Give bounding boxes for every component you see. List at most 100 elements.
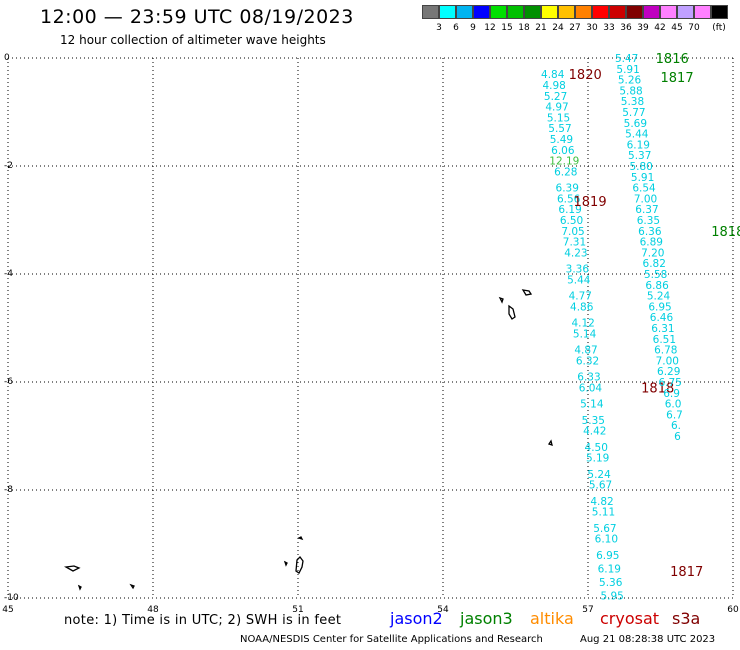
- island-outline: [63, 565, 81, 572]
- wave-height-value: 7.20: [641, 247, 664, 259]
- wave-height-value: 5.27: [544, 91, 567, 103]
- wave-height-value: 6.39: [556, 183, 579, 195]
- scale-swatch: [592, 5, 609, 19]
- scale-tick-label: 42: [654, 23, 666, 33]
- y-tick-label: -6: [4, 377, 13, 387]
- wave-height-value: 6.19: [598, 563, 621, 575]
- pass-time-label: 1818: [641, 381, 674, 396]
- wave-height-value: 6.75: [658, 377, 681, 389]
- wave-height-value: 5.35: [582, 415, 605, 427]
- wave-height-value: 7.31: [563, 237, 586, 249]
- scale-tick-label: 33: [603, 23, 615, 33]
- x-tick-label: 48: [147, 605, 159, 615]
- wave-height-value: 6.86: [645, 280, 669, 292]
- wave-height-value: 5.57: [548, 123, 571, 135]
- wave-height-value: 7.00: [634, 193, 657, 205]
- wave-height-value: 5.24: [647, 291, 671, 303]
- scale-swatch: [643, 5, 660, 19]
- scale-swatch: [439, 5, 456, 19]
- wave-height-value: 6: [674, 431, 681, 443]
- wave-height-value: 5.47: [615, 53, 638, 65]
- scale-tick-label: 12: [484, 23, 496, 33]
- island-outline: [129, 583, 135, 590]
- pass-time-label: 1817: [661, 71, 694, 86]
- satellite-legend-item: jason2: [390, 609, 443, 628]
- pass-time-label: 1818: [711, 225, 740, 240]
- scale-swatch: [541, 5, 558, 19]
- wave-height-value: 5.38: [621, 96, 644, 108]
- wave-height-value: 6.32: [576, 355, 599, 367]
- scale-tick-label: 18: [518, 23, 530, 33]
- wave-height-value: 6.9: [663, 388, 680, 400]
- wave-height-value: 5.77: [622, 107, 645, 119]
- wave-height-value: 4.12: [571, 318, 594, 330]
- wave-height-value: 6.06: [551, 145, 575, 157]
- satellite-legend-item: s3a: [672, 609, 701, 628]
- scale-swatch: [473, 5, 490, 19]
- wave-height-value: 5.67: [593, 523, 616, 535]
- footnote: note: 1) Time is in UTC; 2) SWH is in fe…: [64, 613, 342, 628]
- wave-height-value: 7.05: [561, 226, 584, 238]
- scale-tick-label: 21: [535, 23, 547, 33]
- x-tick-label: 45: [2, 605, 13, 615]
- wave-height-value: 5.36: [599, 577, 623, 589]
- y-tick-label: -2: [4, 161, 13, 171]
- wave-height-value: 6.37: [635, 204, 658, 216]
- wave-height-value: 4.77: [569, 291, 592, 303]
- wave-height-value: 6.04: [579, 382, 603, 394]
- wave-height-value: 6.54: [632, 183, 656, 195]
- wave-height-value: 5.14: [573, 328, 597, 340]
- wave-height-value: 5.80: [629, 161, 652, 173]
- wave-height-value: 4.97: [545, 102, 568, 114]
- scale-unit-label: (ft): [712, 23, 726, 33]
- wave-height-value: 12.19: [549, 156, 579, 168]
- scale-tick-label: 6: [453, 23, 459, 33]
- wave-height-value: 6.36: [638, 226, 662, 238]
- wave-height-value: 6.10: [595, 534, 618, 546]
- island-outline: [498, 296, 504, 304]
- wave-height-value: 5.15: [547, 112, 570, 124]
- y-tick-label: -8: [4, 485, 13, 495]
- pass-time-label: 1820: [569, 68, 602, 83]
- x-tick-label: 51: [292, 605, 303, 615]
- wave-height-value: 6.33: [577, 372, 600, 384]
- wave-height-value: 6.95: [648, 301, 671, 313]
- wave-height-value: 6.: [671, 420, 681, 432]
- y-tick-label: -4: [4, 269, 13, 279]
- wave-height-value: 4.87: [574, 345, 597, 357]
- wave-height-value: 6.50: [560, 215, 583, 227]
- generated-timestamp: Aug 21 08:28:38 UTC 2023: [580, 634, 716, 645]
- scale-swatch: [456, 5, 473, 19]
- scale-tick-label: 30: [586, 23, 598, 33]
- island-outline: [295, 556, 304, 574]
- scale-swatch: [507, 5, 524, 19]
- wave-height-value: 6.31: [651, 323, 674, 335]
- wave-height-value: 6.35: [637, 215, 660, 227]
- scale-tick-label: 15: [501, 23, 513, 33]
- wave-height-value: 5.37: [628, 150, 651, 162]
- wave-height-value: 6.51: [653, 334, 676, 346]
- scale-swatch: [609, 5, 626, 19]
- wave-height-value: 6.46: [650, 312, 674, 324]
- wave-height-value: 4.42: [583, 426, 606, 438]
- credit-line: NOAA/NESDIS Center for Satellite Applica…: [240, 634, 543, 645]
- wave-height-value: 6.89: [640, 237, 663, 249]
- scale-swatch: [490, 5, 507, 19]
- island-outline: [508, 304, 516, 320]
- wave-height-value: 5.49: [550, 134, 573, 146]
- island-outline: [283, 560, 288, 567]
- scale-tick-label: 39: [637, 23, 649, 33]
- wave-height-value: 6.56: [557, 193, 581, 205]
- scale-tick-label: 27: [569, 23, 581, 33]
- wave-height-value: 5.11: [592, 507, 615, 519]
- scale-swatch: [694, 5, 711, 19]
- wave-height-value: 5.67: [589, 480, 612, 492]
- wave-height-value: 5.88: [619, 85, 642, 97]
- wave-height-value: 4.84: [541, 69, 565, 81]
- wave-height-value: 5.44: [625, 129, 649, 141]
- wave-height-value: 4.98: [542, 80, 565, 92]
- pass-time-label: 1819: [574, 195, 607, 210]
- scale-swatch: [677, 5, 694, 19]
- wave-height-value: 5.44: [567, 274, 591, 286]
